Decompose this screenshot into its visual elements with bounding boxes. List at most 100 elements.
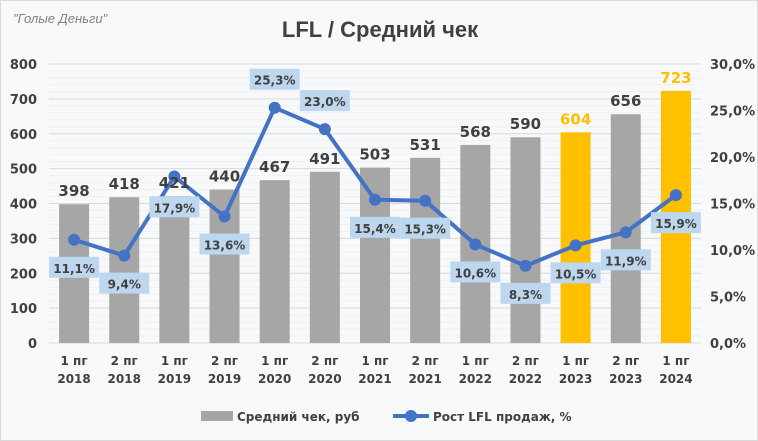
y-left-tick: 200 xyxy=(10,267,37,282)
chart-title: LFL / Средний чек xyxy=(281,17,479,42)
y-left-tick: 300 xyxy=(10,232,37,247)
line-label-bg xyxy=(400,217,451,239)
bar-label: 491 xyxy=(309,150,340,168)
x-tick-label: 2 пг xyxy=(612,354,639,368)
bar-label: 467 xyxy=(259,158,290,176)
line-point xyxy=(469,238,482,251)
bar-label: 604 xyxy=(560,110,591,128)
line-point xyxy=(419,194,432,207)
y-right-tick: 25,0% xyxy=(710,105,755,120)
bar-label: 531 xyxy=(409,136,440,154)
bar xyxy=(109,197,140,343)
bar-label: 723 xyxy=(660,69,691,87)
x-tick-label: 2021 xyxy=(408,372,441,386)
y-left-tick: 400 xyxy=(10,198,37,213)
y-left-tick: 100 xyxy=(10,302,37,317)
x-tick-label: 2018 xyxy=(108,372,141,386)
y-right-tick: 5,0% xyxy=(710,291,746,306)
x-tick-label: 2018 xyxy=(57,372,90,386)
line-label-bg xyxy=(500,282,551,304)
bar-label: 440 xyxy=(209,168,240,186)
line-label-bg xyxy=(600,249,651,271)
line-point xyxy=(519,259,532,272)
bar-label: 590 xyxy=(510,115,541,133)
line-point xyxy=(619,226,632,239)
x-tick-label: 2021 xyxy=(358,372,391,386)
line-label-bg xyxy=(350,216,400,238)
bar-label: 398 xyxy=(58,182,89,200)
line-point xyxy=(318,123,331,136)
x-tick-label: 2020 xyxy=(258,372,291,386)
line-label: 15,3% xyxy=(404,223,446,237)
x-tick-label: 2019 xyxy=(208,372,241,386)
x-tick-label: 2023 xyxy=(609,372,642,386)
y-right-tick: 20,0% xyxy=(710,151,755,166)
line-label-bg xyxy=(450,261,501,283)
line-label: 10,5% xyxy=(555,267,597,281)
x-tick-label: 1 пг xyxy=(361,354,388,368)
line-label: 15,9% xyxy=(655,217,697,231)
y-left-tick: 700 xyxy=(10,93,37,108)
y-left-tick: 500 xyxy=(10,163,37,178)
x-tick-label: 1 пг xyxy=(562,354,589,368)
x-tick-label: 2019 xyxy=(158,372,191,386)
line-label: 11,1% xyxy=(53,262,95,276)
x-tick-label: 2022 xyxy=(509,372,542,386)
line-label: 17,9% xyxy=(154,201,196,215)
line-label-bg xyxy=(199,233,250,255)
x-tick-label: 2024 xyxy=(659,372,692,386)
line-point xyxy=(118,249,131,262)
line-label-bg xyxy=(299,90,350,112)
y-left-tick: 800 xyxy=(10,58,37,73)
x-tick-label: 2 пг xyxy=(211,354,238,368)
line-label-bg xyxy=(249,68,300,90)
bar-label: 421 xyxy=(159,174,190,192)
y-left-tick: 600 xyxy=(10,128,37,143)
x-tick-label: 1 пг xyxy=(662,354,689,368)
line-point xyxy=(369,193,381,206)
line-label-bg xyxy=(650,212,701,234)
y-right-tick: 30,0% xyxy=(710,58,755,73)
line-label-bg xyxy=(550,262,601,284)
x-tick-label: 2022 xyxy=(459,372,492,386)
x-tick-label: 1 пг xyxy=(61,354,88,368)
legend-line-label: Рост LFL продаж, % xyxy=(433,410,572,424)
x-tick-label: 2023 xyxy=(559,372,592,386)
watermark: "Голые Деньги" xyxy=(13,11,108,26)
line-label-bg xyxy=(149,196,200,218)
line-label: 9,4% xyxy=(108,278,141,292)
bar xyxy=(510,137,541,343)
line-label: 10,6% xyxy=(454,266,496,280)
line-label: 11,9% xyxy=(605,254,647,268)
line-point xyxy=(168,170,181,183)
line-point xyxy=(268,101,281,114)
line-point xyxy=(669,189,682,202)
x-tick-label: 2 пг xyxy=(512,354,539,368)
line-label-bg xyxy=(49,256,100,278)
x-tick-label: 2 пг xyxy=(111,354,138,368)
bar-label: 418 xyxy=(109,175,140,193)
x-tick-label: 2020 xyxy=(308,372,341,386)
y-right-tick: 15,0% xyxy=(710,198,755,213)
bar-label: 503 xyxy=(359,146,390,164)
line-label: 8,3% xyxy=(509,288,542,302)
line-label: 23,0% xyxy=(304,95,346,109)
bar-label: 656 xyxy=(610,92,641,110)
legend-bar-label: Средний чек, руб xyxy=(237,410,360,424)
x-tick-label: 2 пг xyxy=(412,354,439,368)
x-tick-label: 1 пг xyxy=(261,354,288,368)
line-point xyxy=(68,233,81,246)
y-left-tick: 0 xyxy=(28,337,37,352)
bar xyxy=(309,171,340,343)
line-label-bg xyxy=(99,272,150,294)
line-label: 25,3% xyxy=(254,74,296,88)
line-point xyxy=(218,210,231,223)
bar xyxy=(410,157,441,343)
bar xyxy=(159,196,190,343)
x-tick-label: 1 пг xyxy=(161,354,188,368)
bar xyxy=(560,132,591,343)
x-tick-label: 1 пг xyxy=(462,354,489,368)
line-label: 13,6% xyxy=(204,239,246,253)
